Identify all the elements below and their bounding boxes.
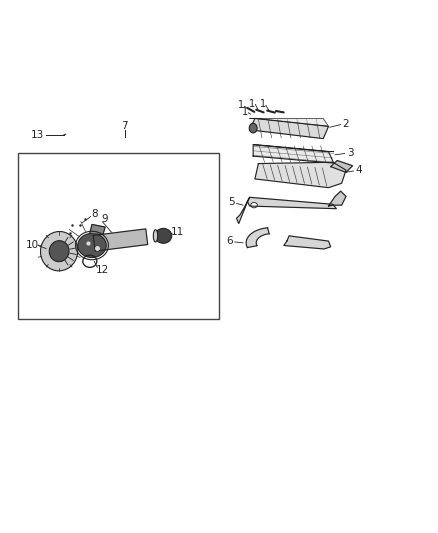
Text: 1: 1 <box>260 100 266 109</box>
Polygon shape <box>237 197 250 223</box>
Text: 9: 9 <box>102 214 109 224</box>
Polygon shape <box>253 145 334 163</box>
Ellipse shape <box>49 241 69 262</box>
Text: 3: 3 <box>347 148 354 158</box>
Bar <box>18 152 219 319</box>
Text: 1: 1 <box>242 107 248 117</box>
Polygon shape <box>247 197 336 209</box>
Polygon shape <box>246 228 269 247</box>
Text: 8: 8 <box>91 209 98 219</box>
Text: 2: 2 <box>343 119 350 128</box>
Polygon shape <box>250 118 328 126</box>
Text: 12: 12 <box>96 264 110 274</box>
Text: 11: 11 <box>171 228 184 237</box>
Text: 4: 4 <box>356 165 363 175</box>
Text: 10: 10 <box>25 240 39 251</box>
Text: 5: 5 <box>228 197 235 207</box>
Polygon shape <box>284 236 331 249</box>
Text: 1: 1 <box>238 100 244 110</box>
Ellipse shape <box>40 231 78 271</box>
Text: 7: 7 <box>121 122 128 131</box>
Ellipse shape <box>251 203 257 208</box>
Text: 1: 1 <box>249 99 255 109</box>
Polygon shape <box>255 162 346 188</box>
Polygon shape <box>331 160 353 172</box>
Text: 13: 13 <box>31 130 44 140</box>
Ellipse shape <box>78 233 106 257</box>
Ellipse shape <box>249 123 257 133</box>
Text: 6: 6 <box>226 236 233 246</box>
Polygon shape <box>90 224 105 235</box>
Polygon shape <box>253 145 334 152</box>
Polygon shape <box>93 229 148 251</box>
Ellipse shape <box>155 229 172 243</box>
Polygon shape <box>328 191 346 206</box>
Polygon shape <box>250 118 328 139</box>
Ellipse shape <box>153 230 158 242</box>
